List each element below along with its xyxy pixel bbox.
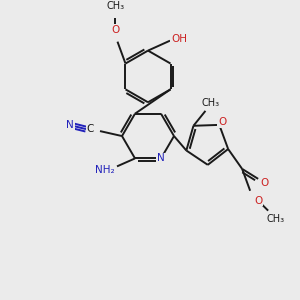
Text: O: O <box>260 178 268 188</box>
Text: NH₂: NH₂ <box>95 165 115 176</box>
Text: O: O <box>111 25 120 35</box>
Text: N: N <box>66 120 74 130</box>
Text: O: O <box>254 196 262 206</box>
Text: N: N <box>157 153 165 164</box>
Text: OH: OH <box>171 34 187 44</box>
Text: CH₃: CH₃ <box>266 214 284 224</box>
Text: O: O <box>218 117 226 127</box>
Text: C: C <box>86 124 94 134</box>
Text: CH₃: CH₃ <box>106 1 124 11</box>
Text: CH₃: CH₃ <box>201 98 220 108</box>
